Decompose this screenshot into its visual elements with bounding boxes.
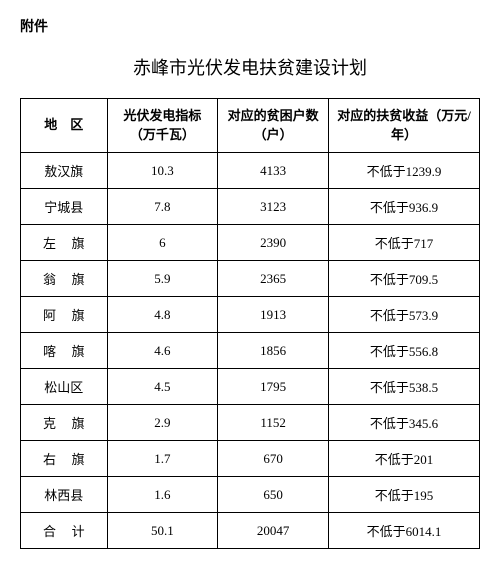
cell-households: 20047 [218, 513, 329, 549]
cell-region: 右旗 [21, 441, 108, 477]
table-row: 翁旗5.92365不低于709.5 [21, 261, 480, 297]
cell-region: 克旗 [21, 405, 108, 441]
cell-capacity: 2.9 [107, 405, 218, 441]
cell-region: 左旗 [21, 225, 108, 261]
cell-capacity: 4.8 [107, 297, 218, 333]
cell-capacity: 1.6 [107, 477, 218, 513]
cell-region: 合计 [21, 513, 108, 549]
cell-households: 1856 [218, 333, 329, 369]
table-row: 宁城县7.83123不低于936.9 [21, 189, 480, 225]
table-row: 阿旗4.81913不低于573.9 [21, 297, 480, 333]
cell-households: 2390 [218, 225, 329, 261]
cell-region: 阿旗 [21, 297, 108, 333]
cell-region: 翁旗 [21, 261, 108, 297]
cell-households: 2365 [218, 261, 329, 297]
table-row: 右旗1.7670不低于201 [21, 441, 480, 477]
cell-revenue: 不低于936.9 [329, 189, 480, 225]
table-row: 左旗62390不低于717 [21, 225, 480, 261]
col-header-capacity: 光伏发电指标（万千瓦） [107, 99, 218, 153]
cell-capacity: 1.7 [107, 441, 218, 477]
cell-households: 670 [218, 441, 329, 477]
cell-region: 林西县 [21, 477, 108, 513]
table-row: 喀旗4.61856不低于556.8 [21, 333, 480, 369]
cell-households: 3123 [218, 189, 329, 225]
cell-region: 宁城县 [21, 189, 108, 225]
cell-capacity: 7.8 [107, 189, 218, 225]
cell-households: 4133 [218, 153, 329, 189]
cell-households: 650 [218, 477, 329, 513]
cell-revenue: 不低于573.9 [329, 297, 480, 333]
cell-region: 松山区 [21, 369, 108, 405]
cell-revenue: 不低于538.5 [329, 369, 480, 405]
cell-capacity: 5.9 [107, 261, 218, 297]
table-row: 林西县1.6650不低于195 [21, 477, 480, 513]
table-row: 松山区4.51795不低于538.5 [21, 369, 480, 405]
cell-revenue: 不低于195 [329, 477, 480, 513]
cell-households: 1152 [218, 405, 329, 441]
page-title: 赤峰市光伏发电扶贫建设计划 [20, 54, 480, 80]
cell-revenue: 不低于6014.1 [329, 513, 480, 549]
table-total-row: 合计50.120047不低于6014.1 [21, 513, 480, 549]
cell-revenue: 不低于709.5 [329, 261, 480, 297]
col-header-region: 地 区 [21, 99, 108, 153]
cell-capacity: 10.3 [107, 153, 218, 189]
plan-table: 地 区 光伏发电指标（万千瓦） 对应的贫困户数（户） 对应的扶贫收益（万元/年）… [20, 98, 480, 549]
table-row: 敖汉旗10.34133不低于1239.9 [21, 153, 480, 189]
cell-households: 1795 [218, 369, 329, 405]
cell-households: 1913 [218, 297, 329, 333]
cell-revenue: 不低于201 [329, 441, 480, 477]
cell-capacity: 50.1 [107, 513, 218, 549]
cell-revenue: 不低于1239.9 [329, 153, 480, 189]
cell-revenue: 不低于345.6 [329, 405, 480, 441]
cell-region: 敖汉旗 [21, 153, 108, 189]
col-header-households: 对应的贫困户数（户） [218, 99, 329, 153]
cell-revenue: 不低于717 [329, 225, 480, 261]
cell-capacity: 4.5 [107, 369, 218, 405]
table-header-row: 地 区 光伏发电指标（万千瓦） 对应的贫困户数（户） 对应的扶贫收益（万元/年） [21, 99, 480, 153]
cell-capacity: 4.6 [107, 333, 218, 369]
col-header-revenue: 对应的扶贫收益（万元/年） [329, 99, 480, 153]
attachment-label: 附件 [20, 16, 480, 36]
cell-region: 喀旗 [21, 333, 108, 369]
cell-capacity: 6 [107, 225, 218, 261]
cell-revenue: 不低于556.8 [329, 333, 480, 369]
table-row: 克旗2.91152不低于345.6 [21, 405, 480, 441]
